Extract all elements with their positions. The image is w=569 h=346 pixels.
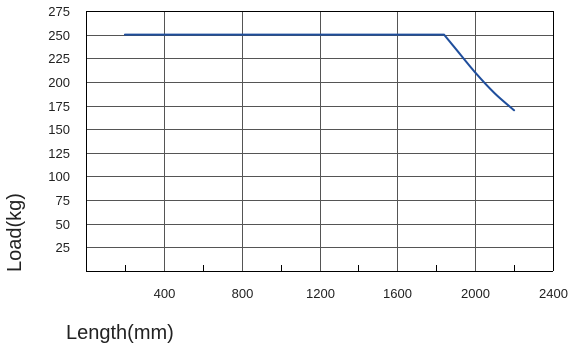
y-axis-title: Load(kg)	[4, 193, 26, 272]
x-tick-label: 800	[232, 286, 254, 301]
tick-layer: 25 50 75 100 125 150 175 200 225 250 275 400 800 1200…	[48, 4, 568, 301]
y-tick-label: 275	[48, 4, 70, 19]
y-tick-label: 75	[56, 193, 70, 208]
y-tick-label: 200	[48, 75, 70, 90]
axis-layer	[86, 11, 554, 272]
y-tick-label: 175	[48, 99, 70, 114]
y-tick-label: 25	[56, 240, 70, 255]
load-curve-line	[123, 33, 516, 112]
grid-layer	[86, 11, 554, 271]
series-layer	[123, 33, 516, 112]
x-tick-label: 2000	[461, 286, 490, 301]
y-tick-label: 250	[48, 28, 70, 43]
x-tick-label: 2400	[539, 286, 568, 301]
y-tick-label: 50	[56, 217, 70, 232]
x-tick-label: 1200	[306, 286, 335, 301]
y-tick-label: 150	[48, 122, 70, 137]
y-tick-label: 100	[48, 169, 70, 184]
y-tick-label: 225	[48, 51, 70, 66]
x-tick-label: 1600	[383, 286, 412, 301]
y-tick-label: 125	[48, 146, 70, 161]
x-tick-label: 400	[154, 286, 176, 301]
x-axis-title: Length(mm)	[66, 322, 174, 344]
